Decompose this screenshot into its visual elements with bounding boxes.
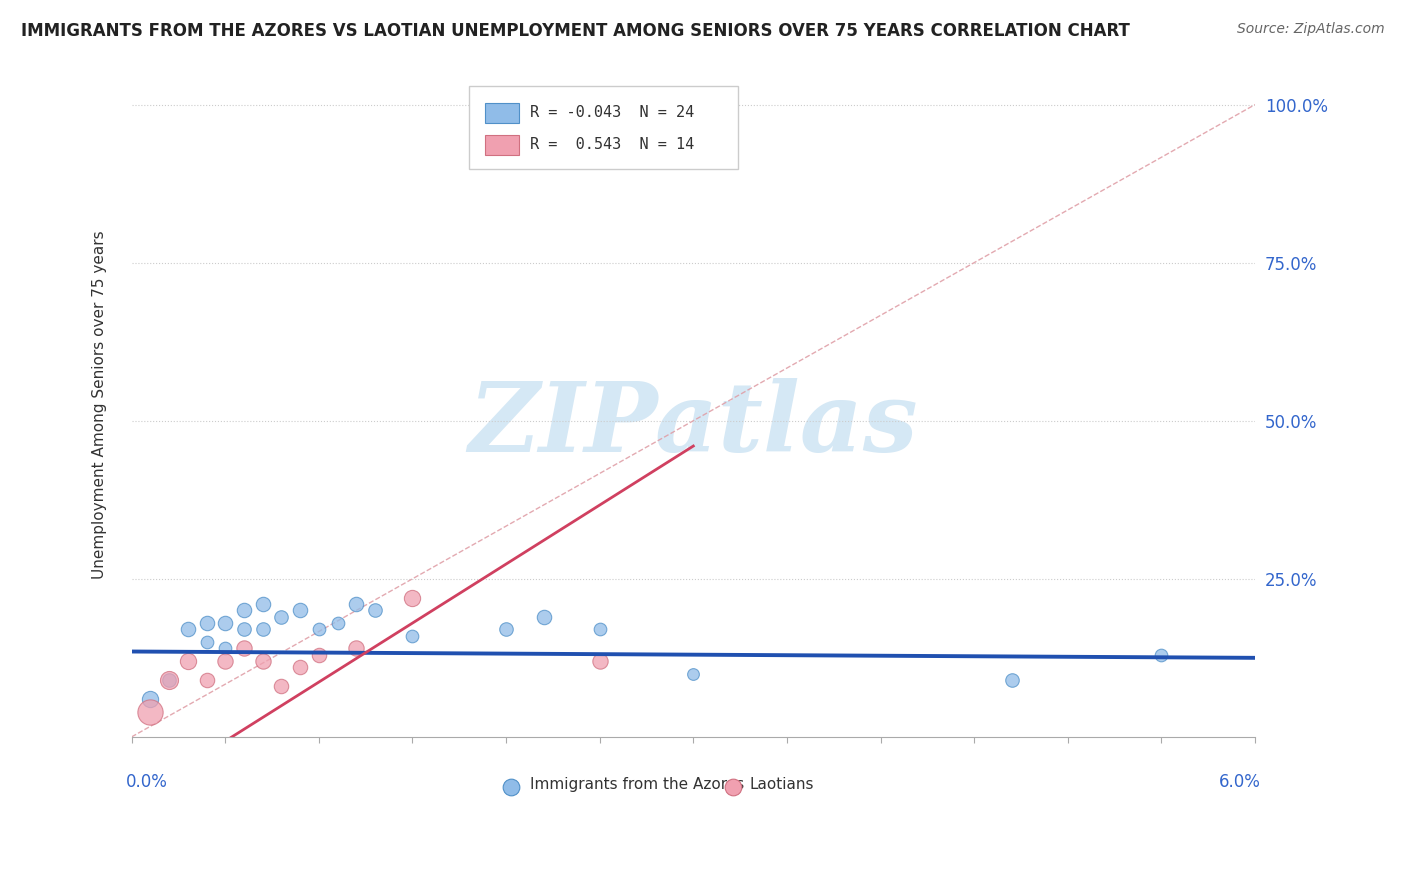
FancyBboxPatch shape [485,103,519,123]
Text: IMMIGRANTS FROM THE AZORES VS LAOTIAN UNEMPLOYMENT AMONG SENIORS OVER 75 YEARS C: IMMIGRANTS FROM THE AZORES VS LAOTIAN UN… [21,22,1130,40]
Text: Source: ZipAtlas.com: Source: ZipAtlas.com [1237,22,1385,37]
Text: 0.0%: 0.0% [127,773,167,791]
Text: R =  0.543  N = 14: R = 0.543 N = 14 [530,136,695,152]
FancyBboxPatch shape [485,135,519,154]
Text: R = -0.043  N = 24: R = -0.043 N = 24 [530,104,695,120]
Text: Immigrants from the Azores: Immigrants from the Azores [530,777,745,792]
Y-axis label: Unemployment Among Seniors over 75 years: Unemployment Among Seniors over 75 years [93,231,107,579]
Text: ZIPatlas: ZIPatlas [468,378,918,472]
Text: Laotians: Laotians [749,777,814,792]
FancyBboxPatch shape [468,87,738,169]
Text: 6.0%: 6.0% [1219,773,1261,791]
